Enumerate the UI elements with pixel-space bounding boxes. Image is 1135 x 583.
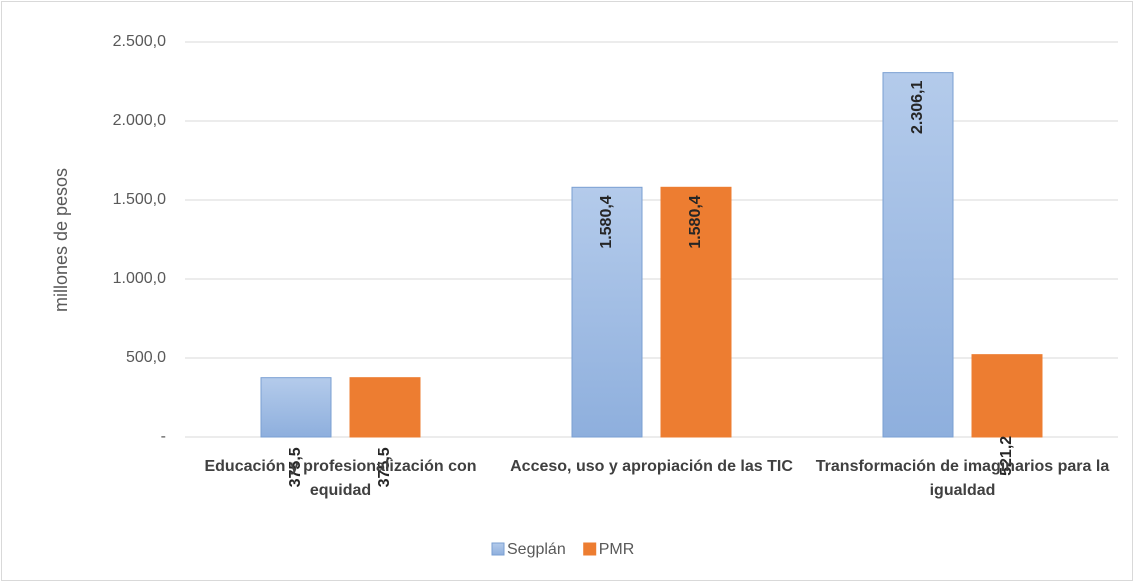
y-axis-label: millones de pesos bbox=[51, 168, 71, 312]
data-label: 1.580,4 bbox=[687, 195, 704, 248]
y-tick-label: 1.000,0 bbox=[113, 270, 166, 287]
legend-swatch bbox=[583, 542, 597, 556]
bar bbox=[660, 186, 732, 438]
y-tick-label: 500,0 bbox=[126, 349, 166, 366]
y-tick-label: 2.000,0 bbox=[113, 112, 166, 129]
legend-label: PMR bbox=[599, 541, 635, 558]
data-label: 375,5 bbox=[287, 447, 304, 487]
bar bbox=[882, 72, 954, 438]
bar bbox=[349, 377, 421, 438]
data-label: 2.306,1 bbox=[909, 81, 926, 134]
data-label: 375,5 bbox=[376, 447, 393, 487]
bar bbox=[571, 186, 643, 438]
y-tick-label: 1.500,0 bbox=[113, 191, 166, 208]
legend-swatch bbox=[491, 542, 505, 556]
y-tick-label: 2.500,0 bbox=[113, 33, 166, 50]
x-tick-label: Acceso, uso y apropiación de las TIC bbox=[510, 458, 793, 475]
bar bbox=[971, 354, 1043, 438]
x-tick-label: Transformación de imaginarios para la ig… bbox=[815, 458, 1110, 499]
legend-label: Segplán bbox=[507, 541, 566, 558]
data-label: 1.580,4 bbox=[598, 195, 615, 248]
bar bbox=[260, 377, 332, 438]
x-tick-label: Educación y profesionalización con equid… bbox=[204, 458, 477, 499]
data-label: 521,2 bbox=[998, 436, 1015, 476]
y-tick-label: - bbox=[161, 428, 166, 445]
